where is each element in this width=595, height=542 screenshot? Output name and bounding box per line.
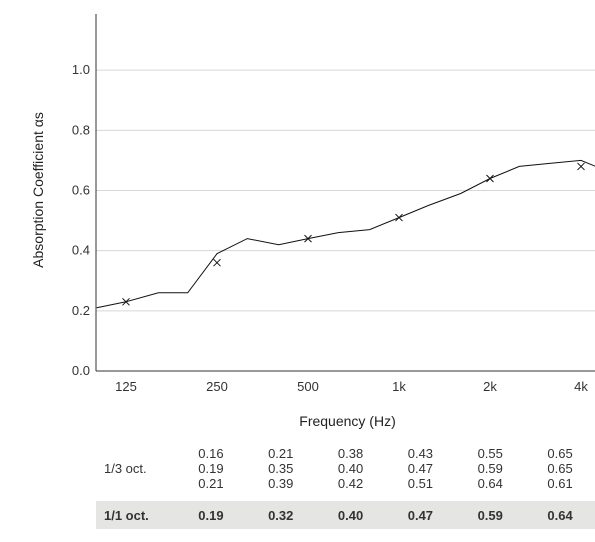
table-value: 0.55 [477,446,503,461]
octave-cell-250: 0.32 [245,501,316,529]
table-value: 0.43 [407,446,434,461]
octave-row: 1/1 oct. 0.19 0.32 0.40 0.47 0.59 0.64 [96,501,595,529]
series-layer [96,159,595,309]
absorption-table: 1/3 oct. 0.16 0.19 0.21 0.21 0.35 0.39 0… [96,446,595,529]
third-octave-label: 1/3 oct. [104,461,147,476]
table-value: 0.65 [547,446,573,461]
tick-labels: 0.0 0.2 0.4 0.6 0.8 1.0 125 250 500 1k 2k 4k [72,62,588,394]
third-octave-row: 1/3 oct. 0.16 0.19 0.21 0.21 0.35 0.39 0… [96,446,595,491]
third-octave-cell-1k: 0.43 0.47 0.51 [385,446,455,491]
x-tick-label: 1k [392,379,406,394]
table-value: 0.35 [268,461,294,476]
third-octave-cell-250: 0.21 0.35 0.39 [246,446,316,491]
octave-cell-125: 0.19 [176,501,246,529]
y-tick-label: 0.2 [72,303,90,318]
absorption-chart: 0.0 0.2 0.4 0.6 0.8 1.0 125 250 500 1k 2k 4k Absorp… [30,14,595,394]
y-tick-label: 0.6 [72,183,90,198]
table-value: 0.40 [337,461,364,476]
octave-label: 1/1 oct. [96,501,176,529]
octave-marker [486,174,494,183]
third-octave-cell-2k: 0.55 0.59 0.64 [455,446,525,491]
x-axis-title: Frequency (Hz) [299,413,396,429]
table-value: 0.59 [477,461,503,476]
x-tick-label: 125 [115,379,137,394]
table-value: 0.47 [407,461,434,476]
octave-cell-2k: 0.59 [455,501,526,529]
third-octave-cell-500: 0.38 0.40 0.42 [316,446,386,491]
table-value: 0.39 [268,476,294,491]
y-axis-title: Absorption Coefficient αs [30,112,46,268]
octave-cell-500: 0.40 [315,501,386,529]
octave-marker [122,297,130,306]
table-value: 0.21 [268,446,294,461]
octave-cell-1k: 0.47 [385,501,456,529]
table-value: 0.19 [198,461,224,476]
third-octave-cell-4k: 0.65 0.65 0.61 [525,446,595,491]
table-spacer [96,491,595,501]
octave-cell-4k: 0.64 [525,501,595,529]
x-tick-label: 4k [574,379,588,394]
octave-marker [577,162,585,171]
table-value: 0.64 [477,476,503,491]
y-tick-label: 0.8 [72,122,90,137]
x-tick-label: 2k [483,379,497,394]
x-tick-label: 250 [206,379,228,394]
table-value: 0.42 [337,476,364,491]
octave-marker [395,213,403,222]
y-tick-label: 1.0 [72,62,90,77]
table-value: 0.61 [547,476,573,491]
octave-marker [304,234,312,243]
third-octave-series-line [96,159,595,309]
octave-marker [213,258,221,267]
axes [95,14,595,372]
gridlines [96,69,595,312]
y-tick-label: 0.0 [72,363,90,378]
table-value: 0.16 [198,446,224,461]
table-value: 0.65 [547,461,573,476]
table-value: 0.51 [407,476,434,491]
x-tick-label: 500 [297,379,319,394]
table-value: 0.21 [198,476,224,491]
third-octave-cell-125: 0.16 0.19 0.21 [176,446,246,491]
y-tick-label: 0.4 [72,243,90,258]
table-value: 0.38 [337,446,364,461]
